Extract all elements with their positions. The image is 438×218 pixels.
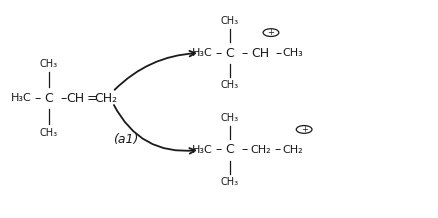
Text: –: – xyxy=(215,46,221,60)
Text: CH₃: CH₃ xyxy=(282,48,303,58)
Text: –: – xyxy=(273,143,279,156)
Text: –: – xyxy=(34,92,40,105)
Text: C: C xyxy=(225,143,233,156)
Text: CH₂: CH₂ xyxy=(282,145,302,155)
Text: +: + xyxy=(267,28,274,37)
Text: –: – xyxy=(215,143,221,156)
Text: H₃C: H₃C xyxy=(191,48,212,58)
Text: –: – xyxy=(275,46,281,60)
Text: CH₂: CH₂ xyxy=(94,92,117,105)
Text: –: – xyxy=(241,46,247,60)
Text: CH₃: CH₃ xyxy=(39,128,57,138)
FancyArrowPatch shape xyxy=(114,51,194,90)
Text: –: – xyxy=(60,92,67,105)
Text: CH: CH xyxy=(66,92,85,105)
Text: CH₃: CH₃ xyxy=(220,177,238,187)
FancyArrowPatch shape xyxy=(113,105,194,154)
Text: +: + xyxy=(300,125,307,134)
Text: CH₃: CH₃ xyxy=(39,59,57,69)
Text: C: C xyxy=(225,46,233,60)
Text: CH: CH xyxy=(251,46,268,60)
Text: –: – xyxy=(241,143,247,156)
Text: CH₃: CH₃ xyxy=(220,113,238,123)
Text: C: C xyxy=(44,92,53,105)
Text: H₃C: H₃C xyxy=(11,93,32,103)
Text: =: = xyxy=(86,92,97,105)
Text: CH₂: CH₂ xyxy=(250,145,271,155)
Text: H₃C: H₃C xyxy=(191,145,212,155)
Text: CH₃: CH₃ xyxy=(220,16,238,26)
Text: CH₃: CH₃ xyxy=(220,80,238,90)
Text: (a1): (a1) xyxy=(113,133,138,146)
